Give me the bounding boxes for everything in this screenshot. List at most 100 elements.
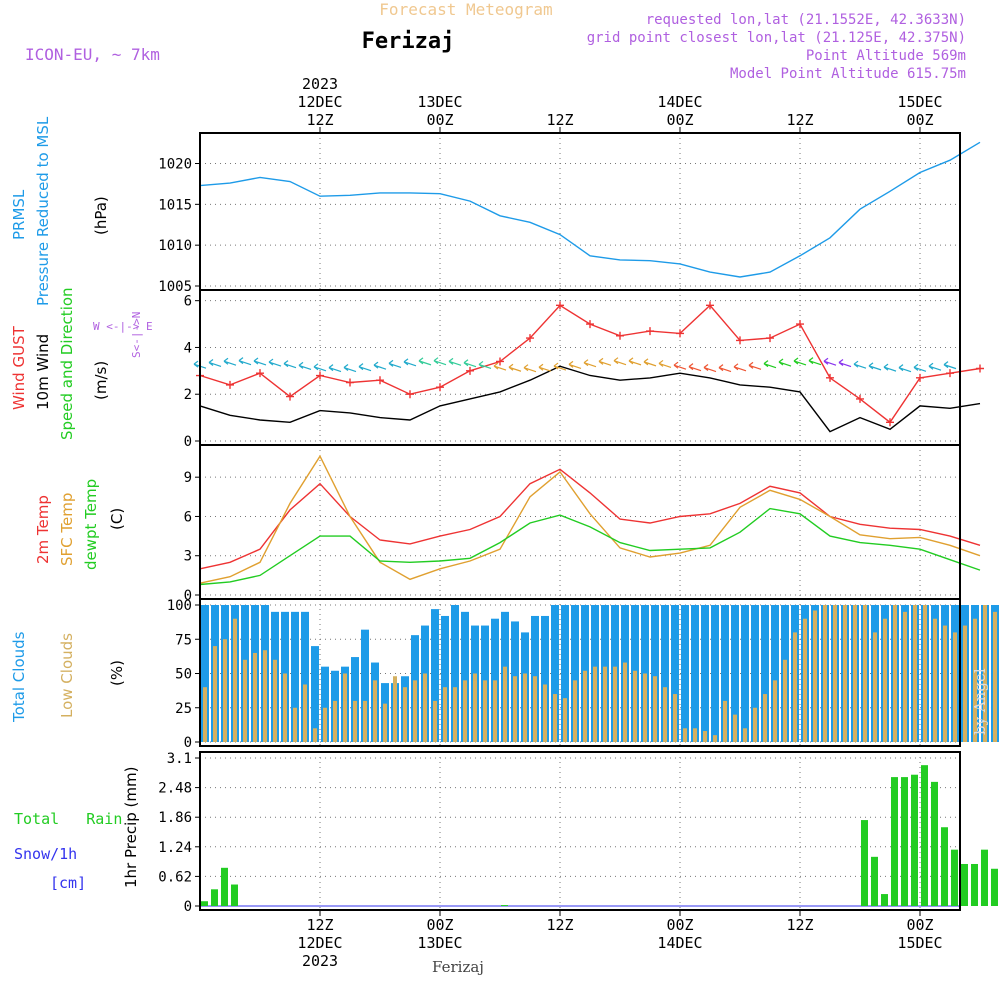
total-cloud-bar [541,615,549,742]
total-cloud-bar [431,609,439,742]
wind-direction-arrow [523,364,537,373]
wind-direction-arrow [943,361,957,370]
low-cloud-bar [983,605,987,742]
low-cloud-bar [593,666,597,742]
rain-bar [871,856,878,906]
wind-direction-arrow [238,357,252,366]
wind-direction-arrow [898,364,912,373]
gust-marker [256,369,264,378]
low-cloud-bar [863,605,867,742]
rain-bar [501,905,508,907]
panel-frames [199,132,961,911]
total-cloud-bar [651,605,659,742]
low-cloud-bar [383,703,387,742]
pressure-line [199,141,981,278]
y-tick-label: 1015 [158,197,192,213]
grid-lines [200,133,960,910]
wind-direction-arrow [253,357,267,366]
low-cloud-bar [893,605,897,742]
compass-ns-label: S<-|->N [130,312,143,358]
low-cloud-bar [693,728,697,742]
watermark: by Angel [971,668,989,735]
footer-location: Ferizaj [432,958,484,976]
total-cloud-bar [671,605,679,742]
rain-bar [201,901,208,906]
low-cloud-bar [963,625,967,742]
time-label-bottom: 15DEC [897,934,942,952]
total-cloud-bar [441,615,449,742]
gust-marker [646,327,654,336]
total-cloud-bar [301,611,309,742]
low-cloud-bar [773,680,777,742]
low-cloud-bar [293,707,297,742]
precip-unit: 1hr Precip (mm) [122,767,140,888]
wind-panel-labels: Wind GUST 10m Wind Speed and Direction (… [10,287,153,440]
gust-marker [556,301,564,310]
low-cloud-bar [553,694,557,742]
compass-we-label: W <-|-> E [93,320,153,333]
low-cloud-bar [663,687,667,742]
y-tick-label: 0 [184,899,192,915]
gust-marker [346,378,354,387]
total-cloud-bar [311,646,319,742]
y-tick-label: 25 [175,701,192,717]
low-cloud-bar [233,618,237,742]
y-tick-label: 2 [184,387,192,403]
wind-direction-arrow [433,357,447,366]
low-cloud-bar [853,605,857,742]
low-cloud-bar [443,687,447,742]
rain-bar [951,849,958,906]
t2m-line [199,468,981,570]
gust-marker [976,364,984,373]
y-tick-label: 100 [167,598,192,614]
time-label-top: 00Z [426,111,453,129]
low-cloud-bar [493,680,497,742]
wind-direction-arrow [628,357,642,366]
gust-marker [406,390,414,399]
time-label-top: 12DEC [297,93,342,111]
cloud-panel-labels: Total Clouds Low Clouds (%) [10,631,126,723]
low-cloud-bar [343,673,347,742]
pressure-panel-frame [199,132,961,291]
low-cloud-bar [903,611,907,742]
wind-direction-arrow [268,358,282,367]
total-cloud-bar [571,605,579,742]
low-cloud-bar [523,673,527,742]
axis-labels: 100510101015102002460369025507510000.621… [158,75,942,970]
low-cloud-bar [823,605,827,742]
wind-direction-arrow [928,362,942,371]
total-cloud-bar [551,605,559,742]
wind-direction-arrow [808,357,822,366]
wind-unit: (m/s) [92,361,110,400]
location-title: Ferizaj [362,29,455,54]
wind-direction-arrow [313,363,327,372]
total-cloud-bar [201,605,209,742]
time-label-top: 14DEC [657,93,702,111]
wind-direction-arrow [223,357,237,366]
wind-direction-arrow [883,363,897,372]
low-cloud-bar [363,700,367,742]
rain-bar [901,777,908,906]
wind-speed-line [199,365,981,433]
low-cloud-bar [883,618,887,742]
wind-direction-arrow [553,362,567,371]
low-cloud-bar [703,731,707,742]
total-cloud-bar [461,611,469,742]
wind-direction-arrow [763,360,777,369]
low-clouds-label: Low Clouds [58,633,76,718]
wind-direction-arrow [748,361,762,370]
low-cloud-bar [783,659,787,742]
gust-marker [796,320,804,329]
wind-direction-arrow [418,357,432,366]
total-cloud-bar [731,605,739,742]
total-cloud-bar [751,605,759,742]
wind-direction-arrow [673,361,687,370]
low-cloud-bar [833,605,837,742]
low-cloud-bar [943,625,947,742]
low-cloud-bar [873,632,877,742]
wind-direction-arrow [853,360,867,369]
low-cloud-bar [583,670,587,742]
wind-direction-arrow [208,358,222,368]
gust-label: Wind GUST [10,325,28,410]
gust-marker [286,392,294,401]
